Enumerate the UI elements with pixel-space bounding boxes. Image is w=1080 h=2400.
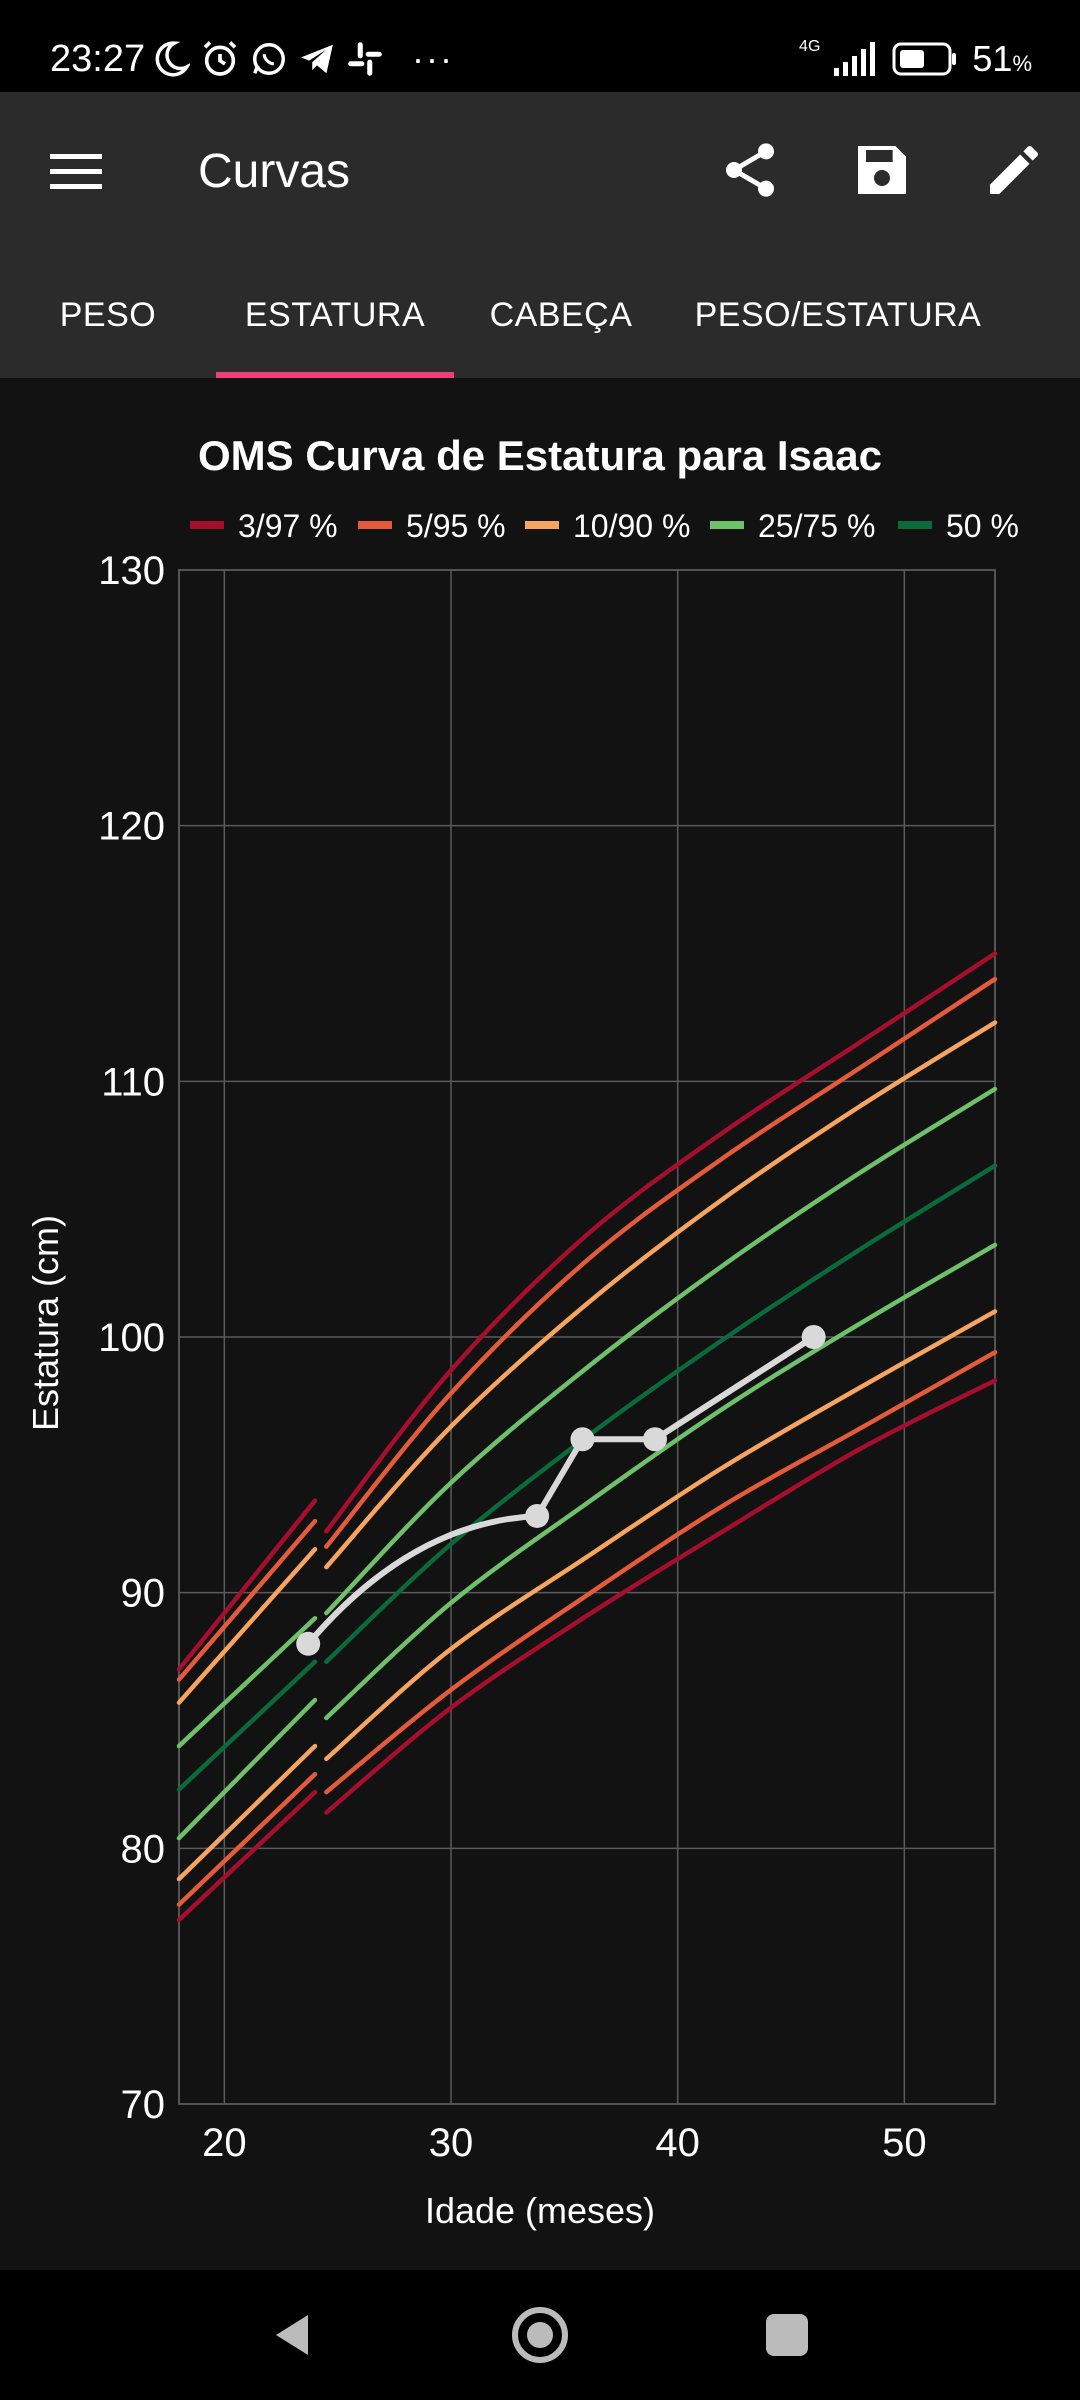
chart-grid [178,569,996,2105]
x-tick-label: 50 [882,2121,927,2165]
app-bar: Curvas [0,92,1080,252]
percentile-curve [324,976,998,1549]
more-notifications-icon: ··· [412,38,454,79]
chart-title: OMS Curva de Estatura para Isaac [198,432,882,479]
back-icon[interactable] [258,2300,328,2370]
percentile-curve [176,1518,318,1682]
status-time: 23:27 [50,38,146,80]
percentile-curve [176,1697,318,1841]
tab-cabeca[interactable]: CABEÇA [489,295,633,334]
legend-item[interactable]: 10/90 % [525,508,690,544]
data-point[interactable] [525,1503,550,1528]
legend-item[interactable]: 25/75 % [710,508,875,544]
legend-swatch [525,521,559,529]
percentile-curve [324,1378,998,1815]
page-title: Curvas [198,145,351,198]
child-height-line [305,1334,816,1646]
menu-icon[interactable] [46,142,106,202]
legend-swatch [358,521,392,529]
slack-icon [348,42,382,76]
signal-icon [834,42,876,76]
percentile-curve [176,1659,318,1792]
legend-swatch [898,521,932,529]
legend-label: 50 % [946,508,1019,544]
axis-ticks: 70 80 90 100 110 120 130 20 30 40 50 [98,549,926,2165]
data-point[interactable] [643,1427,667,1452]
percentile-curve [176,1615,318,1749]
tab-bar: PESO ESTATURA CABEÇA PESO/ESTATURA [0,252,1080,378]
data-point[interactable] [801,1325,826,1349]
legend-item[interactable]: 5/95 % [358,508,506,544]
percentile-curve [324,1309,998,1762]
data-point[interactable] [570,1427,595,1452]
chart-area: OMS Curva de Estatura para Isaac 3/97 % 5… [0,378,1080,2270]
share-icon[interactable] [718,138,782,202]
percentile-curve [176,1498,318,1672]
status-bar: 23:27 ··· 4G 51% [0,0,1080,92]
y-tick-label: 100 [98,1316,165,1360]
x-tick-label: 40 [655,2121,700,2165]
y-tick-label: 110 [101,1060,165,1104]
chart-legend: 3/97 % 5/95 % 10/90 % 25/75 % 50 % [190,508,1019,544]
legend-swatch [190,521,224,529]
battery-percent: 51% [972,38,1032,79]
telegram-icon [301,44,333,74]
percentile-curve [324,1020,998,1570]
estatura-chart[interactable]: OMS Curva de Estatura para Isaac 3/97 % 5… [0,378,1080,2270]
y-axis-label: Estatura (cm) [25,1215,66,1431]
tab-estatura[interactable]: ESTATURA [244,295,426,334]
legend-label: 3/97 % [238,508,338,544]
y-tick-label: 80 [121,1827,166,1871]
percentile-curve [176,1743,318,1882]
notification-icons: ··· [152,36,454,82]
legend-label: 10/90 % [573,508,690,544]
navigation-bar [0,2270,1080,2400]
legend-swatch [710,521,744,529]
home-icon[interactable] [505,2300,575,2370]
tab-indicator [216,372,454,378]
y-tick-label: 130 [98,549,165,593]
edit-icon[interactable] [982,138,1046,202]
percentile-curve [176,1771,318,1907]
percentile-curve [324,1163,998,1664]
legend-item[interactable]: 50 % [898,508,1019,544]
whatsapp-icon [253,43,285,75]
battery-icon [892,42,957,76]
child-series [296,1325,826,1656]
y-tick-label: 120 [98,805,165,849]
y-tick-label: 70 [121,2083,166,2127]
save-icon[interactable] [850,138,914,202]
tab-peso-estatura[interactable]: PESO/ESTATURA [694,295,982,334]
x-tick-label: 30 [429,2121,474,2165]
legend-label: 25/75 % [758,508,875,544]
percentile-curve [324,1242,998,1721]
data-point[interactable] [296,1631,321,1656]
percentile-curves [176,951,998,1923]
percentile-curve [176,1546,318,1705]
network-type: 4G [799,38,821,55]
percentile-curve [324,1086,998,1616]
percentile-curve [176,1789,318,1923]
moon-icon [155,41,190,77]
legend-item[interactable]: 3/97 % [190,508,338,544]
percentile-curve [324,951,998,1534]
x-axis-label: Idade (meses) [425,2190,655,2231]
percentile-curve [324,1350,998,1795]
alarm-icon [203,41,237,76]
status-right: 4G 51% [799,36,1032,82]
recents-icon[interactable] [752,2300,822,2370]
tab-peso[interactable]: PESO [59,295,157,334]
y-tick-label: 90 [121,1572,166,1616]
x-tick-label: 20 [202,2121,247,2165]
legend-label: 5/95 % [406,508,506,544]
